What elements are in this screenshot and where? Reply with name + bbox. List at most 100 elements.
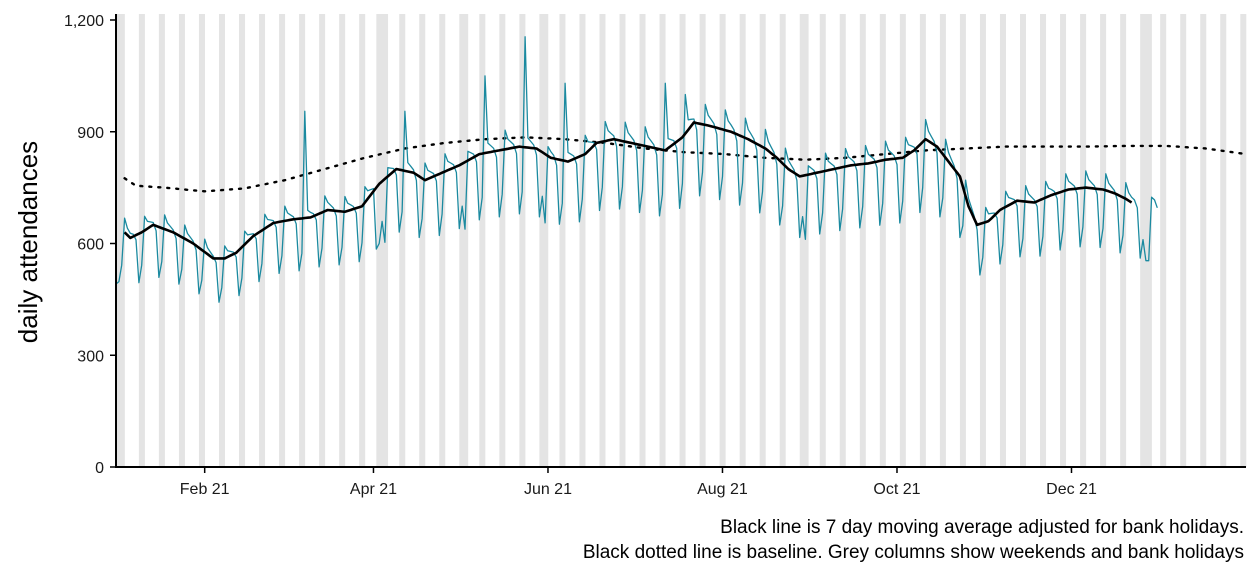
x-tick-label: Jun 21 <box>524 481 572 498</box>
weekend-column <box>742 14 746 467</box>
weekend-column <box>116 14 120 467</box>
attendance-chart: 0 300 600 900 1,200 Feb 21 Apr 21 Jun 21 Aug 21 O… <box>13 13 1248 498</box>
weekend-column <box>1183 14 1187 467</box>
weekend-column <box>402 14 406 467</box>
weekend-column <box>1122 14 1127 467</box>
weekend-column <box>659 14 663 467</box>
weekend-column <box>942 14 946 467</box>
weekend-column <box>1148 14 1152 467</box>
weekend-column <box>962 14 966 467</box>
weekend-column <box>882 14 886 467</box>
weekend-column <box>719 14 723 467</box>
weekend-column <box>542 14 546 467</box>
weekend-column <box>702 14 706 467</box>
weekend-column <box>499 14 503 467</box>
weekend-column <box>859 14 863 467</box>
weekend-column <box>198 14 203 467</box>
weekend-column <box>799 14 803 467</box>
weekend-column <box>1240 14 1244 467</box>
y-tick-label: 300 <box>77 348 104 365</box>
weekend-column <box>459 14 463 467</box>
weekend-column <box>842 14 846 467</box>
weekend-column <box>382 14 386 467</box>
weekend-column <box>922 14 926 467</box>
y-tick-label: 1,200 <box>64 13 104 30</box>
weekend-column <box>1220 14 1224 467</box>
weekend-column <box>419 14 423 467</box>
weekend-column <box>919 14 924 467</box>
weekend-column <box>178 14 183 467</box>
weekend-column <box>899 14 903 467</box>
axes <box>115 14 1246 468</box>
weekend-column <box>422 14 426 467</box>
weekend-column <box>619 14 623 467</box>
weekend-column <box>879 14 883 467</box>
weekend-column <box>779 14 783 467</box>
weekend-column <box>281 14 286 467</box>
weekend-column <box>819 14 823 467</box>
weekend-column <box>1160 14 1164 467</box>
y-tick-label: 600 <box>77 237 104 254</box>
weekend-column <box>1022 14 1027 467</box>
weekend-column <box>362 14 366 467</box>
x-tick-label: Apr 21 <box>350 481 397 498</box>
weekend-column <box>782 14 786 467</box>
weekend-column <box>579 14 583 467</box>
weekend-column <box>1062 14 1067 467</box>
weekend-column <box>379 14 383 467</box>
weekend-column <box>839 14 843 467</box>
weekend-column <box>1200 14 1204 467</box>
weekend-column <box>1140 14 1144 467</box>
weekend-column <box>559 14 563 467</box>
weekend-column <box>959 14 964 467</box>
moving-average-line <box>123 121 1133 260</box>
weekend-column <box>321 14 326 467</box>
weekend-column <box>902 14 906 467</box>
weekend-column <box>201 14 205 467</box>
weekend-column <box>519 14 523 467</box>
weekend-column <box>342 14 346 467</box>
weekend-column <box>1223 14 1227 467</box>
weekend-column <box>522 14 526 467</box>
weekend-column <box>802 14 806 467</box>
weekend-column <box>1143 14 1147 467</box>
x-tick-label: Feb 21 <box>180 481 230 498</box>
weekend-column <box>299 14 303 467</box>
weekend-column <box>805 14 809 467</box>
weekend-shading <box>116 14 1247 467</box>
weekend-column <box>339 14 343 467</box>
x-tick-label: Oct 21 <box>873 481 920 498</box>
weekend-column <box>722 14 726 467</box>
weekend-column <box>699 14 703 467</box>
weekend-column <box>479 14 483 467</box>
daily-attendance-line <box>115 36 1158 303</box>
x-tick-label: Aug 21 <box>697 481 748 498</box>
weekend-column <box>602 14 606 467</box>
weekend-column <box>622 14 626 467</box>
weekend-column <box>465 14 469 467</box>
weekend-column <box>1082 14 1087 467</box>
weekend-column <box>442 14 446 467</box>
weekend-column <box>1180 14 1184 467</box>
y-axis-label: daily attendances <box>13 141 43 343</box>
x-tick-label: Dec 21 <box>1046 481 1097 498</box>
weekend-column <box>279 14 283 467</box>
weekend-column <box>979 14 984 467</box>
weekend-column <box>1203 14 1207 467</box>
weekend-column <box>662 14 666 467</box>
weekend-column <box>1243 14 1247 467</box>
weekend-column <box>999 14 1004 467</box>
weekend-column <box>1020 14 1024 467</box>
weekend-column <box>862 14 866 467</box>
weekend-column <box>301 14 306 467</box>
weekend-column <box>359 14 363 467</box>
weekend-column <box>582 14 586 467</box>
y-tick-label: 0 <box>95 460 104 477</box>
weekend-column <box>118 14 123 467</box>
weekend-column <box>138 14 143 467</box>
weekend-column <box>462 14 466 467</box>
weekend-column <box>241 14 246 467</box>
weekend-column <box>1080 14 1084 467</box>
weekend-column <box>545 14 549 467</box>
weekend-column <box>218 14 223 467</box>
